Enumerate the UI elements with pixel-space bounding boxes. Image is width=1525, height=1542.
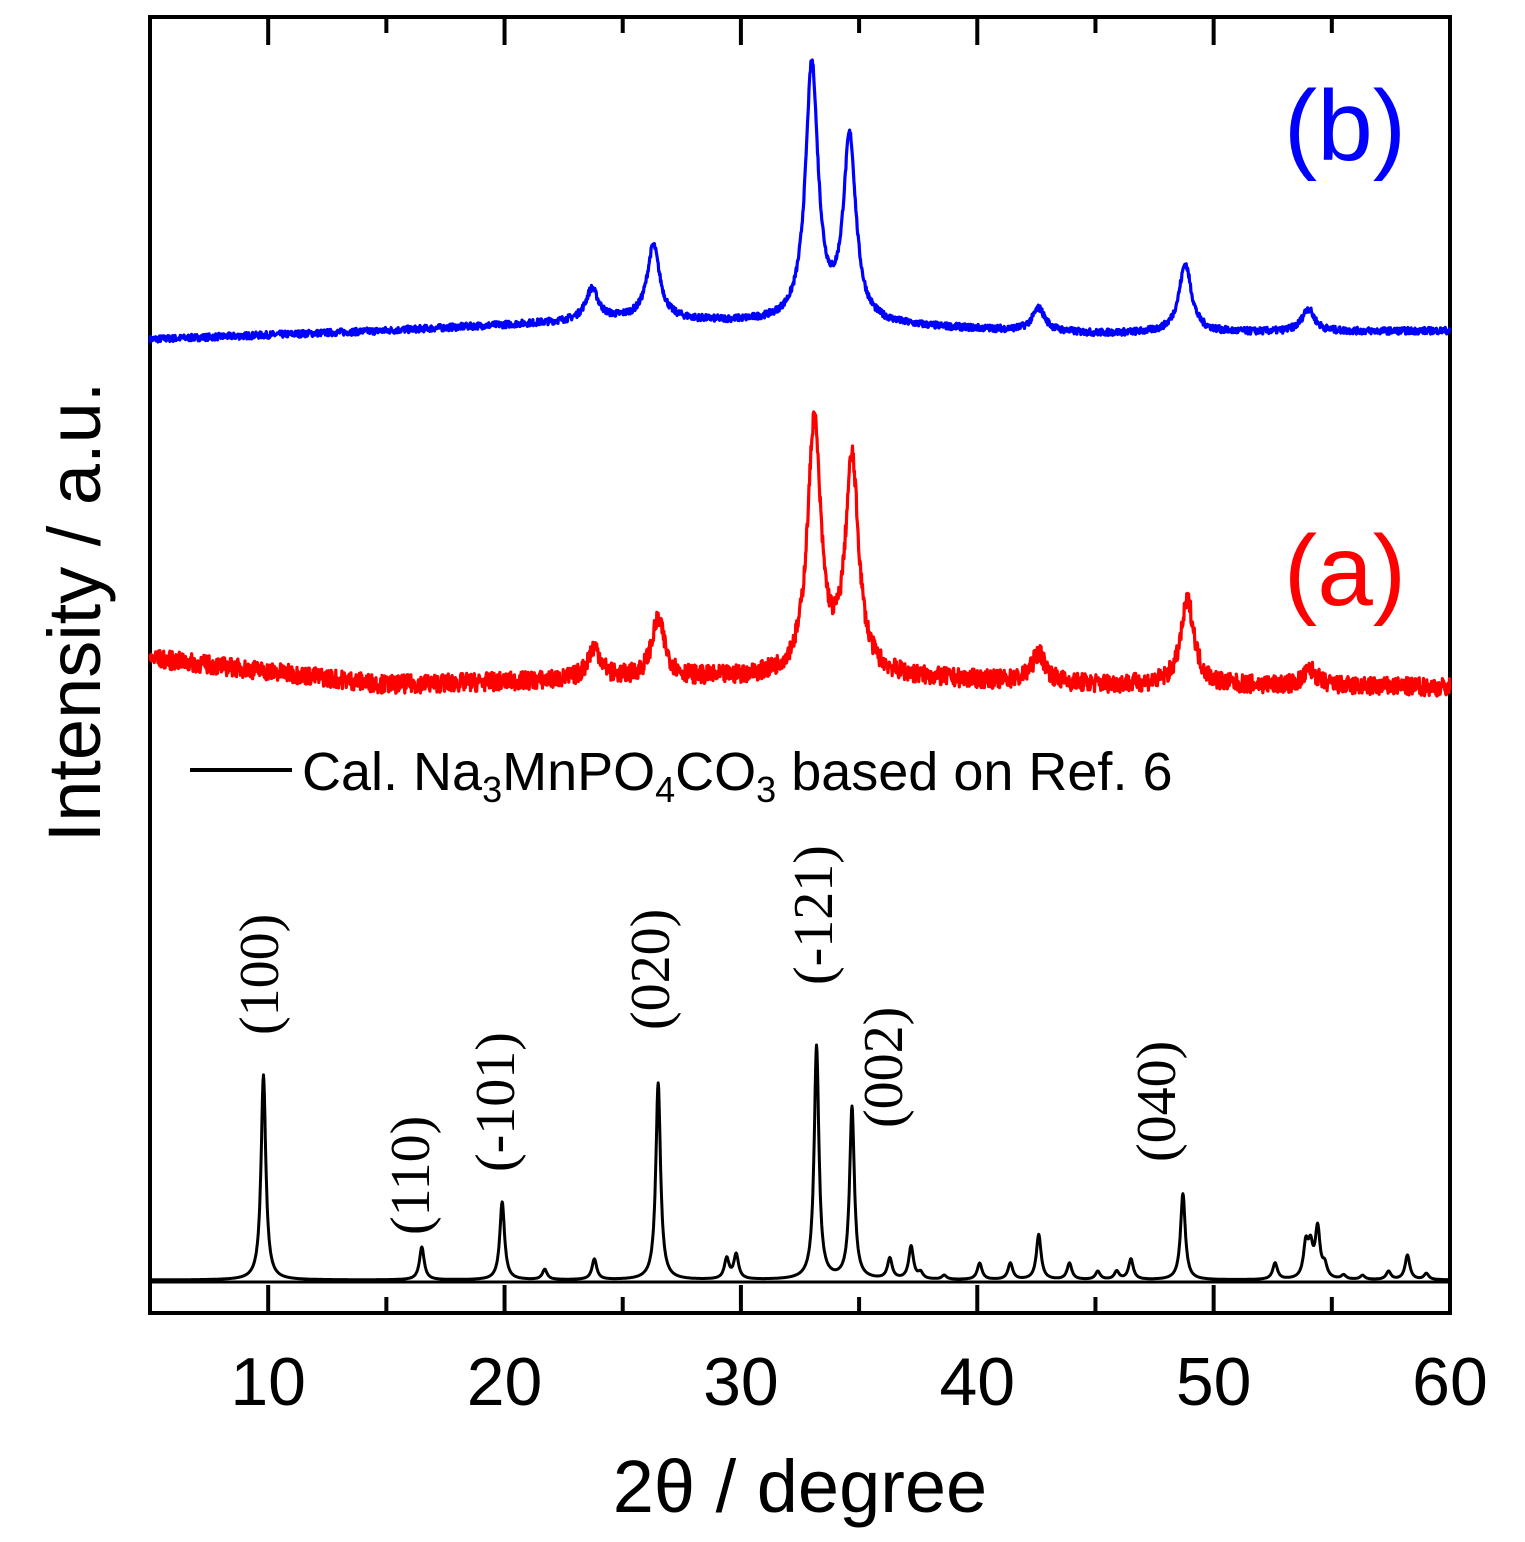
x-tick-label: 50 (1176, 1344, 1252, 1420)
x-tick-label: 30 (703, 1344, 779, 1420)
series-line (149, 1043, 1451, 1282)
legend: Cal. Na3MnPO4CO3 based on Ref. 6 (190, 742, 1172, 810)
hkl-labels: (100) (110) (-101) (020) (-121)(002) (040) (229, 845, 1188, 1235)
hkl-label: (100) (229, 914, 291, 1035)
x-axis-ticks (148, 17, 1452, 1313)
series-line (148, 410, 1452, 698)
series-traces (148, 58, 1452, 1282)
hkl-label: (-121) (783, 845, 845, 985)
series-label: (a) (1284, 515, 1406, 627)
hkl-label: (-101) (465, 1032, 527, 1172)
x-axis-title: 2θ / degree (613, 1445, 987, 1528)
x-tick-label: 40 (939, 1344, 1015, 1420)
hkl-label: (040) (1126, 1041, 1188, 1162)
y-axis-title: Intensity / a.u. (33, 382, 116, 843)
x-axis-tick-labels: 10 20 30 40 50 60 (230, 1344, 1487, 1420)
hkl-label: (020) (620, 909, 682, 1030)
hkl-label: (110) (380, 1116, 442, 1235)
series-labels: (b) (a) (1284, 70, 1406, 627)
legend-label: Cal. Na3MnPO4CO3 based on Ref. 6 (302, 742, 1172, 810)
x-tick-label: 10 (230, 1344, 306, 1420)
series-line (148, 58, 1452, 344)
hkl-label: (002) (853, 1007, 915, 1128)
x-tick-label: 20 (467, 1344, 543, 1420)
plot-frame (148, 15, 1452, 1315)
series-label: (b) (1284, 70, 1406, 182)
x-tick-label: 60 (1412, 1344, 1488, 1420)
